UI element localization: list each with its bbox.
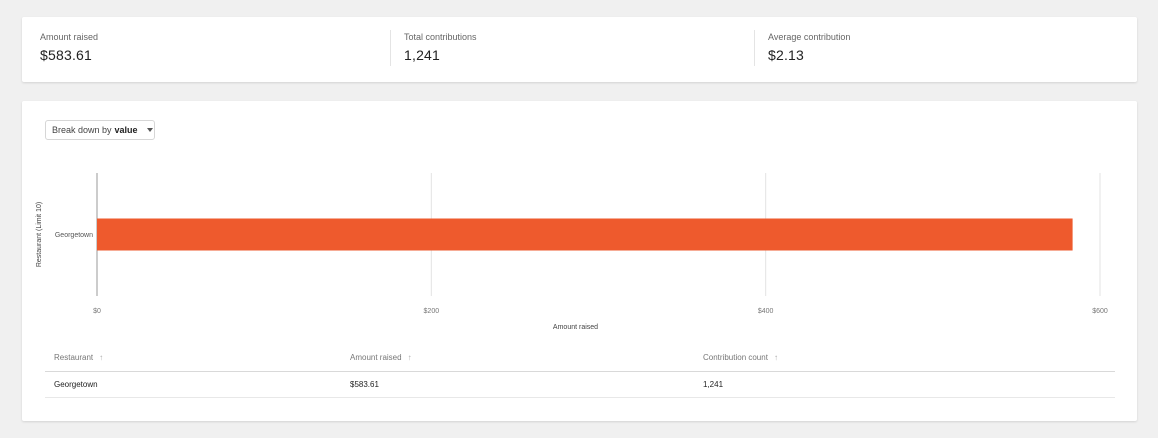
cell-contribution-count: 1,241 [703, 380, 724, 389]
bar-chart: $0 $200 $400 $600 Georgetown Amount raised Res… [36, 173, 1108, 331]
stat-value: 1,241 [404, 47, 441, 63]
sort-arrow-icon: ↑ [99, 353, 104, 362]
cell-amount-raised: $583.61 [350, 380, 379, 389]
sort-arrow-icon: ↑ [773, 353, 778, 362]
column-header-amount-raised[interactable]: Amount raised ↑ [350, 353, 412, 362]
breakdown-value: value [114, 125, 138, 135]
x-tick-label: $200 [424, 308, 440, 315]
stats-card: Amount raised $583.61 Total contribution… [22, 17, 1137, 82]
breakdown-prefix: Break down by [52, 125, 112, 135]
stat-amount-raised: Amount raised $583.61 [40, 32, 98, 63]
x-tick-label: $400 [758, 308, 774, 315]
stat-divider [754, 30, 755, 66]
cell-restaurant: Georgetown [54, 380, 98, 389]
breakdown-dropdown[interactable]: Break down by value [45, 120, 155, 140]
stat-label: Average contribution [768, 32, 851, 42]
stat-divider [390, 30, 391, 66]
bar [97, 218, 1073, 251]
stat-value: $2.13 [768, 47, 805, 63]
y-axis-title: Restaurant (Limit 10) [36, 202, 43, 267]
data-table: Restaurant ↑ Amount raised ↑ Contribution … [45, 344, 1115, 398]
caret-down-icon [146, 128, 153, 132]
table-row: Georgetown $583.61 1,241 [45, 372, 1115, 398]
stat-average-contribution: Average contribution $2.13 [768, 32, 850, 63]
chart-card: Break down by value $0 $200 $400 $600 George… [22, 101, 1137, 421]
column-header-restaurant[interactable]: Restaurant ↑ [54, 353, 104, 362]
column-header-contribution-count[interactable]: Contribution count ↑ [703, 353, 778, 362]
stat-value: $583.61 [40, 47, 93, 63]
sort-arrow-icon: ↑ [407, 353, 412, 362]
table-header: Restaurant ↑ Amount raised ↑ Contribution … [45, 344, 1115, 372]
x-axis-title: Amount raised [553, 324, 598, 331]
x-tick-label: $600 [1092, 308, 1108, 315]
stat-total-contributions: Total contributions 1,241 [404, 32, 477, 63]
y-category-label: Georgetown [55, 232, 93, 239]
x-tick-label: $0 [93, 308, 101, 315]
stat-label: Amount raised [40, 32, 99, 42]
stat-label: Total contributions [404, 32, 477, 42]
